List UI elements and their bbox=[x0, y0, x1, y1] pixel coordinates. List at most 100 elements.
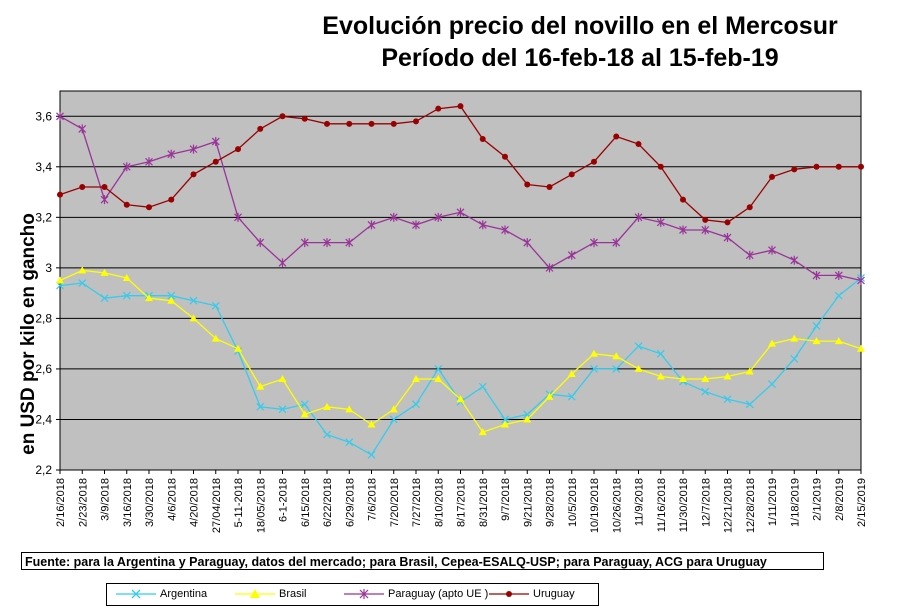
point-argentina: Argentina 10/5/2018: 2.49 bbox=[567, 392, 576, 401]
x-tick-label: 4/6/2018 bbox=[166, 478, 178, 521]
x-tick-label: 3/9/2018 bbox=[100, 478, 112, 521]
point-paraguay: Paraguay (apto UE ) 11/9/2018: 3.2 bbox=[634, 212, 643, 222]
point-uruguay: Uruguay 10/5/2018: 3.37 bbox=[568, 171, 575, 178]
point-uruguay: Uruguay 3/16/2018: 3.25 bbox=[123, 201, 130, 208]
x-tick-label: 18/05/2018 bbox=[255, 478, 267, 533]
point-paraguay: Paraguay (apto UE ) 6/15/2018: 3.1 bbox=[300, 238, 309, 248]
x-tick-label: 11/16/2018 bbox=[656, 478, 668, 532]
point-brasil: Brasil 2/15/2019: 2.68 bbox=[857, 344, 865, 352]
point-uruguay: Uruguay 2/1/2019: 3.4 bbox=[813, 163, 820, 170]
point-brasil: Brasil 6-1-2018: 2.56 bbox=[278, 375, 287, 383]
point-argentina: Argentina 10/19/2018: 2.6 bbox=[590, 365, 598, 373]
point-argentina: Argentina 27/04/2018: 2.85 bbox=[211, 301, 220, 310]
x-tick-label: 2/8/2019 bbox=[834, 478, 846, 521]
point-uruguay: Uruguay 6/22/2018: 3.57 bbox=[324, 120, 330, 127]
x-tick-label: 10/19/2018 bbox=[589, 478, 601, 533]
point-brasil: Brasil 2/16/2018: 2.95 bbox=[56, 276, 64, 284]
point-brasil: Brasil 8/17/2018: 2.48 bbox=[456, 395, 465, 403]
point-uruguay: Uruguay 3/30/2018: 3.24 bbox=[146, 204, 152, 211]
y-tick-label: 2,8 bbox=[35, 311, 52, 325]
x-tick-label: 4/20/2018 bbox=[189, 478, 201, 527]
x-tick-label: 12/7/2018 bbox=[700, 478, 712, 527]
x-tick-label: 7/20/2018 bbox=[389, 478, 401, 527]
point-brasil: Brasil 27/04/2018: 2.72 bbox=[211, 334, 220, 342]
point-argentina: Argentina 2/1/2019: 2.77 bbox=[812, 322, 821, 330]
legend-label-paraguay: Paraguay (apto UE ) bbox=[388, 588, 489, 600]
x-tick-label: 7/27/2018 bbox=[411, 478, 423, 527]
point-argentina: Argentina 7/27/2018: 2.46 bbox=[412, 400, 420, 409]
x-tick-label: 8/31/2018 bbox=[478, 478, 490, 527]
point-uruguay: Uruguay 6/15/2018: 3.59 bbox=[301, 115, 308, 122]
point-brasil: Brasil 12/7/2018: 2.56 bbox=[701, 375, 710, 383]
point-paraguay: Paraguay (apto UE ) 7/20/2018: 3.2 bbox=[389, 212, 398, 222]
point-brasil: Brasil 12/28/2018: 2.59 bbox=[745, 367, 754, 375]
point-uruguay: Uruguay 6-1-2018: 3.6 bbox=[279, 113, 286, 120]
point-paraguay: Paraguay (apto UE ) 2/15/2019: 2.95 bbox=[857, 276, 865, 285]
point-paraguay: Paraguay (apto UE ) 12/7/2018: 3.15 bbox=[701, 225, 710, 235]
point-paraguay: Paraguay (apto UE ) 9/28/2018: 3 bbox=[545, 263, 554, 273]
point-brasil: Brasil 4/6/2018: 2.87 bbox=[167, 296, 176, 304]
point-brasil: Brasil 11/30/2018: 2.56 bbox=[679, 375, 687, 383]
point-brasil: Brasil 7/27/2018: 2.56 bbox=[412, 375, 420, 383]
y-tick-label: 3,2 bbox=[35, 210, 52, 224]
point-brasil: Brasil 3/30/2018: 2.88 bbox=[145, 294, 153, 302]
x-tick-label: 1/11/2019 bbox=[767, 478, 779, 526]
legend-item-uruguay: Uruguay bbox=[487, 584, 587, 605]
point-argentina: Argentina 8/10/2018: 2.6 bbox=[434, 365, 443, 373]
point-paraguay: Paraguay (apto UE ) 11/30/2018: 3.15 bbox=[679, 225, 687, 235]
point-paraguay: Paraguay (apto UE ) 7/6/2018: 3.17 bbox=[367, 220, 376, 230]
point-uruguay: Uruguay 12/21/2018: 3.18 bbox=[724, 219, 731, 226]
x-tick-label: 1/18/2019 bbox=[789, 478, 801, 527]
point-argentina: Argentina 4/6/2018: 2.89 bbox=[167, 291, 176, 300]
point-paraguay: Paraguay (apto UE ) 2/23/2018: 3.55 bbox=[78, 124, 87, 134]
point-argentina: Argentina 6/15/2018: 2.46 bbox=[300, 400, 309, 409]
point-brasil: Brasil 7/20/2018: 2.44 bbox=[389, 405, 398, 413]
point-uruguay: Uruguay 11/9/2018: 3.49 bbox=[635, 141, 642, 148]
x-tick-label: 9/28/2018 bbox=[545, 478, 557, 527]
point-argentina: Argentina 11/9/2018: 2.69 bbox=[634, 342, 643, 351]
point-uruguay: Uruguay 4/20/2018: 3.37 bbox=[190, 171, 197, 178]
point-paraguay: Paraguay (apto UE ) 10/26/2018: 3.1 bbox=[612, 238, 621, 248]
point-brasil: Brasil 2/1/2019: 2.71 bbox=[812, 337, 821, 345]
x-tick-label: 9/21/2018 bbox=[522, 478, 534, 527]
legend-marker-argentina bbox=[116, 589, 156, 599]
point-brasil: Brasil 2/23/2018: 2.99 bbox=[78, 266, 87, 274]
point-uruguay: Uruguay 2/16/2018: 3.29 bbox=[57, 191, 63, 198]
point-argentina: Argentina 12/7/2018: 2.51 bbox=[701, 387, 710, 396]
point-brasil: Brasil 3/16/2018: 2.96 bbox=[122, 273, 131, 281]
point-paraguay: Paraguay (apto UE ) 8/31/2018: 3.17 bbox=[478, 220, 487, 230]
point-brasil: Brasil 9/28/2018: 2.49 bbox=[545, 392, 554, 400]
point-brasil: Brasil 5-11-2018: 2.68 bbox=[234, 344, 242, 352]
point-uruguay: Uruguay 2/15/2019: 3.4 bbox=[858, 163, 864, 170]
point-paraguay: Paraguay (apto UE ) 3/30/2018: 3.42 bbox=[145, 157, 153, 167]
point-brasil: Brasil 10/5/2018: 2.58 bbox=[567, 369, 576, 377]
y-tick-label: 3,6 bbox=[35, 109, 52, 123]
x-tick-label: 6/22/2018 bbox=[322, 478, 334, 527]
point-brasil: Brasil 12/21/2018: 2.57 bbox=[723, 372, 732, 380]
point-paraguay: Paraguay (apto UE ) 1/18/2019: 3.03 bbox=[790, 255, 799, 265]
y-tick-label: 3 bbox=[45, 261, 52, 275]
x-tick-label: 2/1/2019 bbox=[812, 478, 824, 521]
point-uruguay: Uruguay 4/6/2018: 3.27 bbox=[168, 196, 175, 203]
y-tick-label: 3,4 bbox=[35, 160, 52, 174]
point-argentina: Argentina 18/05/2018: 2.45 bbox=[256, 402, 265, 411]
point-uruguay: Uruguay 7/6/2018: 3.57 bbox=[368, 120, 375, 127]
point-argentina: Argentina 11/16/2018: 2.66 bbox=[656, 349, 665, 358]
point-brasil: Brasil 4/20/2018: 2.8 bbox=[189, 314, 198, 322]
x-tick-label: 12/21/2018 bbox=[723, 478, 735, 533]
x-tick-label: 11/30/2018 bbox=[678, 478, 690, 532]
point-argentina: Argentina 3/16/2018: 2.89 bbox=[122, 291, 131, 300]
y-tick-label: 2,2 bbox=[35, 463, 52, 477]
source-note: Fuente: para la Argentina y Paraguay, da… bbox=[21, 552, 824, 570]
point-brasil: Brasil 2/8/2019: 2.71 bbox=[834, 337, 843, 345]
point-paraguay: Paraguay (apto UE ) 11/16/2018: 3.18 bbox=[656, 217, 665, 227]
point-paraguay: Paraguay (apto UE ) 4/20/2018: 3.47 bbox=[189, 144, 198, 154]
legend-marker-paraguay bbox=[344, 589, 384, 599]
x-tick-label: 27/04/2018 bbox=[211, 478, 223, 533]
point-paraguay: Paraguay (apto UE ) 8/10/2018: 3.2 bbox=[434, 212, 443, 222]
y-tick-label: 2,6 bbox=[35, 362, 52, 376]
x-tick-label: 9/7/2018 bbox=[500, 478, 512, 521]
x-tick-label: 5-11-2018 bbox=[233, 478, 245, 527]
point-brasil: Brasil 9/21/2018: 2.4 bbox=[523, 415, 532, 423]
